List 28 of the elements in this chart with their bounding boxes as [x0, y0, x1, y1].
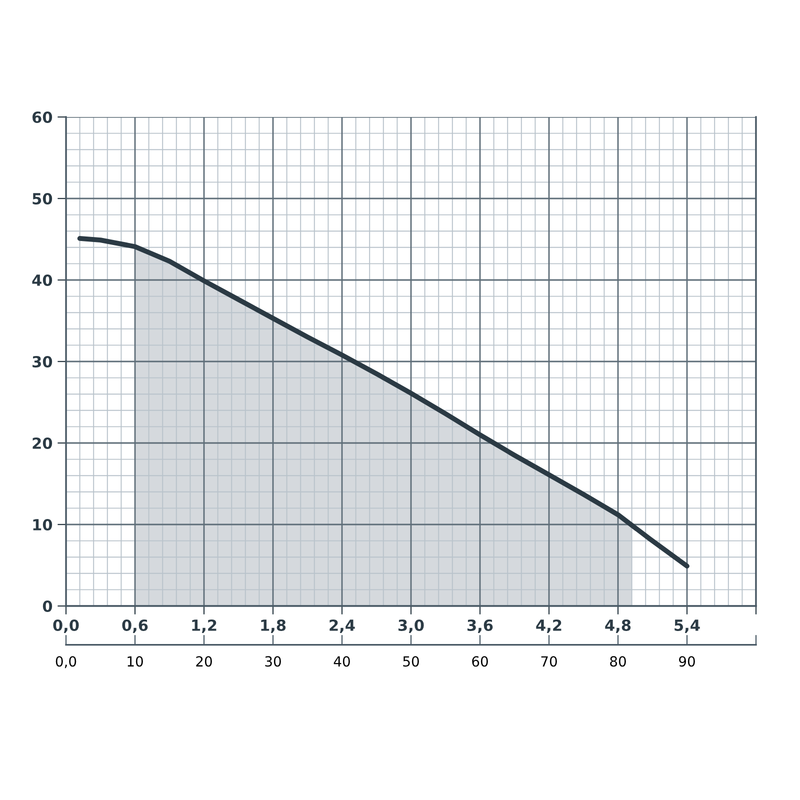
y-tick-label: 0	[42, 600, 52, 612]
x2-tick-label: 0,0	[56, 656, 76, 668]
x-tick-label: 4,2	[536, 619, 562, 633]
line-series	[77, 236, 690, 568]
x2-tick-label: 80	[610, 656, 626, 667]
x2-tick-label: 40	[334, 656, 350, 667]
x2-tick-label: 60	[472, 656, 488, 667]
y-tick-label: 20	[32, 437, 52, 450]
y-tick-label: 50	[32, 192, 52, 205]
x2-tick-label: 10	[128, 656, 143, 667]
x-tick-label: 5,4	[674, 620, 700, 633]
y-tick-label: 40	[32, 274, 52, 286]
x-tick-label: 1,8	[261, 619, 286, 633]
x-tick-label: 3,0	[398, 619, 424, 633]
x-tick-label: 0,6	[122, 619, 148, 633]
x2-tick-label: 90	[679, 656, 695, 667]
y-tick-label: 60	[32, 111, 52, 124]
x-tick-label: 2,4	[330, 619, 355, 633]
x-tick-label: 3,6	[467, 619, 493, 633]
x-tick-label: 1,2	[192, 619, 216, 633]
x2-tick-label: 50	[403, 656, 419, 667]
x2-tick-label: 70	[541, 656, 557, 667]
y-tick-label: 30	[32, 356, 52, 368]
x2-tick-label: 20	[196, 656, 212, 667]
x-tick-label: 0,0	[53, 619, 79, 633]
x-tick-label: 4,8	[605, 619, 631, 633]
y-tick-label: 10	[33, 518, 52, 531]
x2-tick-label: 30	[265, 656, 281, 667]
